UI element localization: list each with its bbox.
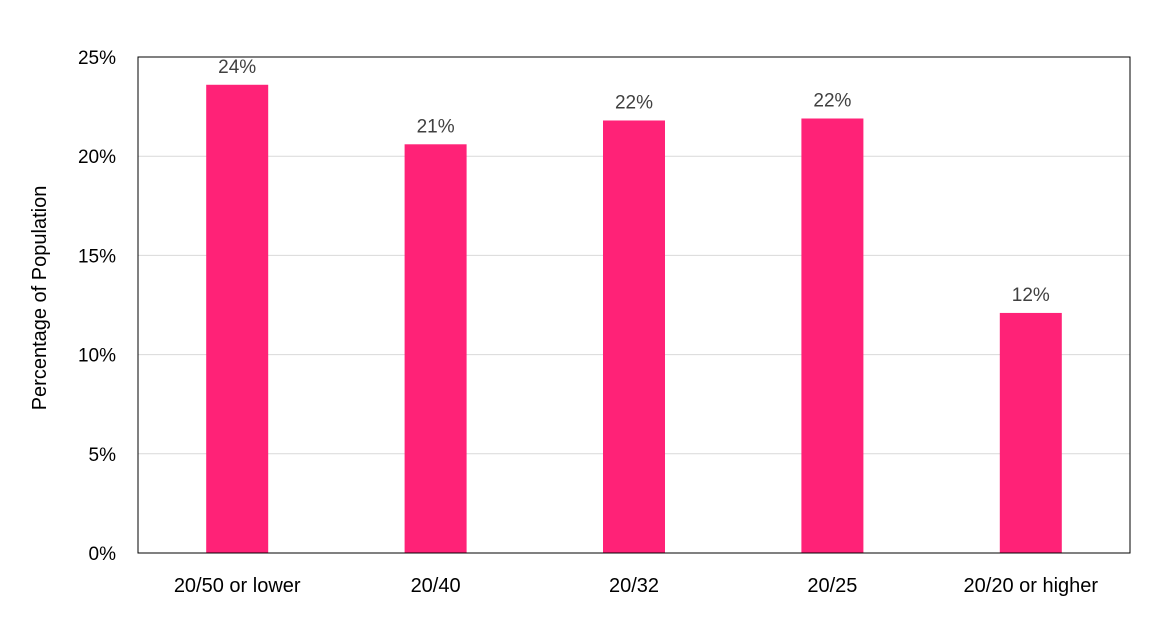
- data-label: 12%: [1012, 285, 1050, 306]
- bar: [801, 118, 864, 553]
- y-tick-label: 15%: [78, 246, 116, 267]
- bar: [603, 120, 665, 553]
- x-category-label: 20/32: [609, 575, 659, 597]
- y-tick-label: 10%: [78, 346, 116, 367]
- data-label: 24%: [218, 57, 256, 78]
- bar: [999, 312, 1062, 553]
- x-category-label: 20/20 or higher: [964, 575, 1099, 597]
- bar: [206, 84, 269, 553]
- data-labels: 24% 21% 22% 22% 12%: [218, 57, 1050, 306]
- x-axis-categories: 20/50 or lower 20/40 20/32 20/25 20/20 or hi…: [174, 575, 1099, 597]
- x-category-label: 20/40: [411, 575, 461, 597]
- y-tick-label: 5%: [89, 445, 117, 466]
- y-tick-label: 0%: [89, 544, 117, 565]
- y-axis-title: Percentage of Population: [29, 186, 51, 411]
- data-label: 22%: [615, 92, 653, 113]
- y-tick-label: 20%: [78, 147, 116, 168]
- data-label: 22%: [813, 91, 851, 112]
- x-category-label: 20/25: [807, 575, 857, 597]
- bar: [404, 144, 467, 553]
- x-category-label: 20/50 or lower: [174, 575, 301, 597]
- y-tick-label: 25%: [78, 48, 116, 69]
- data-label: 21%: [417, 116, 455, 137]
- bars: [206, 84, 1062, 553]
- y-axis-ticks: 0% 5% 10% 15% 20% 25%: [78, 48, 116, 565]
- plot-area-frame: [137, 56, 1131, 554]
